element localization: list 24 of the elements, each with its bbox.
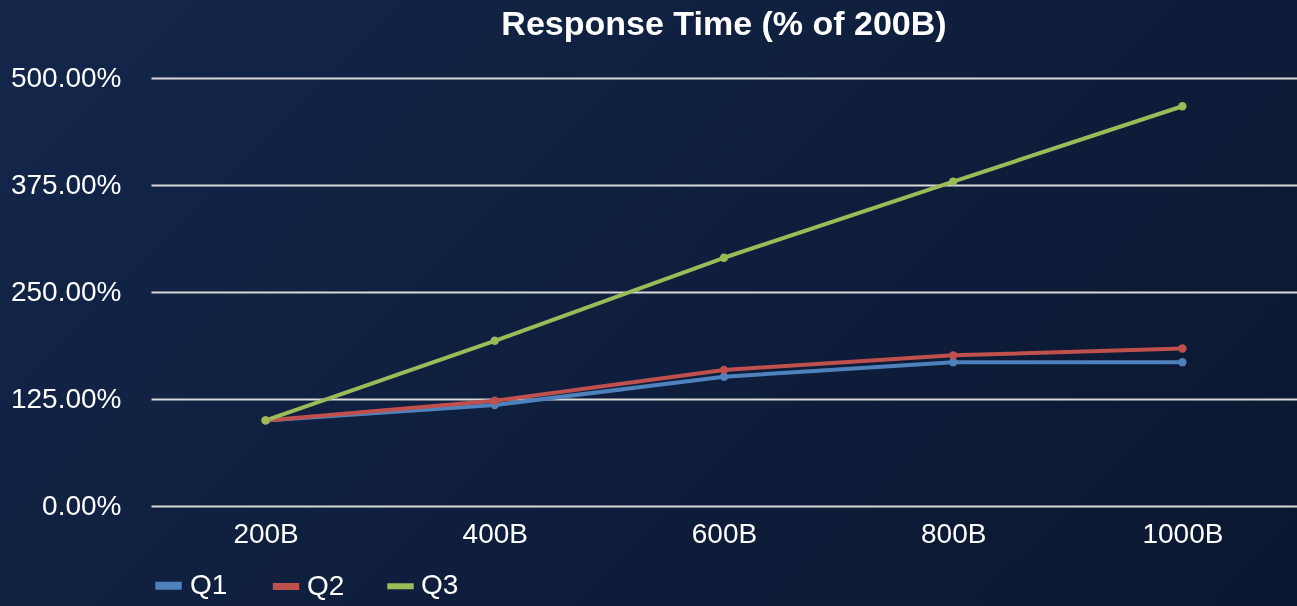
legend-label: Q2 bbox=[307, 569, 345, 601]
point bbox=[719, 253, 729, 262]
point bbox=[949, 351, 958, 360]
y-tick-label: 250.00% bbox=[10, 275, 122, 307]
y-tick-label: 500.00% bbox=[10, 61, 122, 93]
x-tick-label: 200B bbox=[233, 517, 299, 549]
x-tick-label: 800B bbox=[921, 517, 987, 549]
legend-label: Q3 bbox=[421, 569, 459, 601]
y-tick-label: 0.00% bbox=[42, 489, 122, 521]
point bbox=[719, 365, 729, 375]
point bbox=[1178, 344, 1187, 353]
x-tick-label: 1000B bbox=[1142, 517, 1224, 549]
point bbox=[949, 358, 958, 367]
point bbox=[1178, 358, 1187, 367]
y-tick-label: 125.00% bbox=[10, 382, 122, 414]
point bbox=[949, 177, 958, 186]
legend-label: Q1 bbox=[190, 568, 228, 600]
chart-title: Response Time (% of 200B) bbox=[501, 4, 947, 42]
x-tick-label: 600B bbox=[691, 517, 758, 549]
y-tick-label: 375.00% bbox=[10, 168, 122, 200]
point bbox=[1178, 102, 1187, 111]
point bbox=[490, 336, 499, 345]
point bbox=[490, 396, 499, 405]
x-tick-label: 400B bbox=[462, 517, 528, 549]
